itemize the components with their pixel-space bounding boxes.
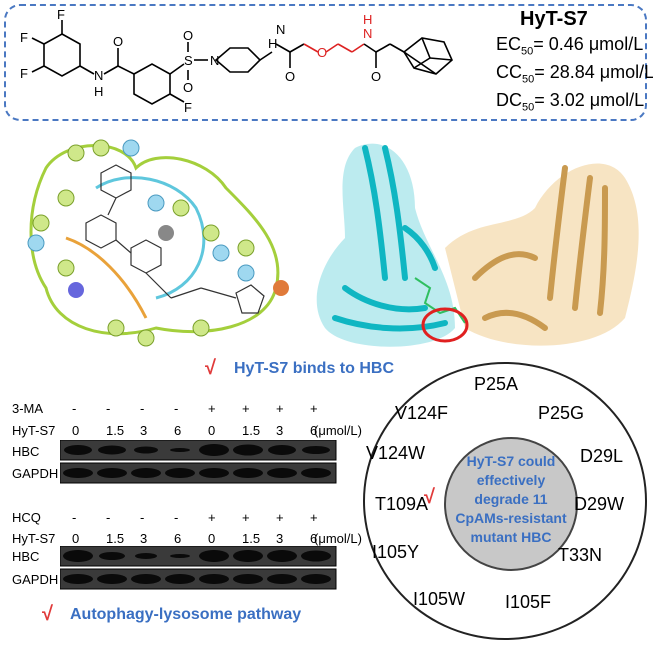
blot-lane-value: - (72, 401, 77, 416)
binding-check-mark: √ (205, 357, 216, 379)
blot-lane-value: + (208, 401, 216, 416)
atom-o-sulfonyl-2: O (183, 80, 193, 95)
blot1-band2-label: GAPDH (12, 466, 59, 481)
chemical-structure: F F F N H O S O O N F H N O O N H O (20, 8, 453, 115)
atom-f-bottom: F (20, 66, 28, 81)
blot-lane-value: 6 (310, 531, 318, 546)
mutant-label: P25A (474, 374, 519, 394)
mutant-label: T109A (375, 494, 429, 514)
blot2-band1-label: HBC (12, 549, 40, 564)
blot1-row2-label: HyT-S7 (12, 423, 56, 438)
atom-f-left: F (20, 30, 28, 45)
blot2-band2-label: GAPDH (12, 572, 59, 587)
atom-h-amide2: H (268, 36, 277, 51)
atom-s: S (184, 53, 193, 68)
blot-lane-value: 0 (72, 531, 80, 546)
atom-h-amide: H (94, 84, 103, 99)
blot-lane-value: - (174, 510, 179, 525)
compound-summary-box (4, 4, 647, 121)
blot-lane-value: + (208, 510, 216, 525)
mutant-label: P25G (538, 403, 585, 423)
mutant-label: I105W (413, 589, 466, 609)
atom-o-ether: O (317, 45, 327, 60)
blot-lane-value: 0 (208, 423, 216, 438)
mutant-label: I105F (505, 592, 552, 612)
blot1-unit: (μmol/L) (314, 423, 362, 438)
ligand-interaction-map (27, 139, 289, 347)
atom-n-amide: N (94, 68, 103, 83)
compound-name: HyT-S7 (520, 8, 588, 30)
pathway-caption: Autophagy-lysosome pathway (70, 606, 302, 623)
blot-lane-value: 1.5 (242, 531, 261, 546)
blot-lane-value: + (310, 401, 318, 416)
mutant-label: V124W (366, 443, 426, 463)
atom-o-amide: O (113, 34, 123, 49)
mutant-label: V124F (395, 403, 449, 423)
blot2-row2-label: HyT-S7 (12, 531, 56, 546)
blot-lane-value: + (310, 510, 318, 525)
pathway-check-mark: √ (42, 603, 53, 625)
blot-lane-value: - (140, 510, 145, 525)
blot-lane-value: 3 (276, 423, 284, 438)
mutant-inner-circle (444, 437, 578, 571)
blot-lane-value: - (174, 401, 179, 416)
blot-lane-value: 3 (140, 423, 148, 438)
blot1-band1-label: HBC (12, 444, 40, 459)
mutant-label: D29L (580, 446, 624, 466)
blot-lane-value: 0 (72, 423, 80, 438)
atom-n-amide3: N (363, 26, 372, 41)
blot-lane-value: 1.5 (106, 531, 125, 546)
blot-lane-value: + (276, 401, 284, 416)
circle-check-mark: √ (424, 486, 435, 508)
circle-center-text: HyT-S7 could effectively degrade 11 CpAM… (455, 453, 567, 545)
blot-lane-value: + (242, 510, 250, 525)
blot-lane-value: 6 (310, 423, 318, 438)
mutant-label: T33N (558, 545, 603, 565)
blot-lane-value: 3 (276, 531, 284, 546)
blot-lane-value: 6 (174, 531, 182, 546)
blot1-image (60, 440, 337, 484)
atom-f-ring: F (184, 100, 192, 115)
blot2-image (60, 546, 337, 590)
dc50-metric: DC50= 3.02 μmol/L (496, 90, 645, 114)
mutant-label: I105Y (372, 542, 420, 562)
blot-lane-value: - (72, 510, 77, 525)
blot2-row1-label: HCQ (12, 510, 41, 525)
blot-lane-value: + (242, 401, 250, 416)
binding-caption: HyT-S7 binds to HBC (234, 360, 395, 377)
atom-o-sulfonyl-1: O (183, 28, 193, 43)
blot-lane-value: 0 (208, 531, 216, 546)
ec50-metric: EC50= 0.46 μmol/L (496, 34, 644, 58)
blot-lane-value: - (140, 401, 145, 416)
blot1-row1-label: 3-MA (12, 401, 44, 416)
blot-lane-value: 3 (140, 531, 148, 546)
blot-lane-value: 6 (174, 423, 182, 438)
cc50-metric: CC50= 28.84 μmol/L (496, 62, 653, 86)
atom-o-amide3: O (371, 69, 381, 84)
atom-f-top: F (57, 8, 65, 22)
atom-n-piperidine: N (210, 53, 219, 68)
protein-structure-render (316, 143, 639, 347)
blot-lane-value: 1.5 (106, 423, 125, 438)
atom-h-amide3: H (363, 12, 372, 27)
blot2-unit: (μmol/L) (314, 531, 362, 546)
atom-n-amide2: N (276, 22, 285, 37)
mutant-label: D29W (574, 494, 625, 514)
blot-lane-value: + (276, 510, 284, 525)
blot-lane-value: - (106, 510, 111, 525)
blot-lane-value: 1.5 (242, 423, 261, 438)
blot-lane-value: - (106, 401, 111, 416)
atom-o-amide2: O (285, 69, 295, 84)
